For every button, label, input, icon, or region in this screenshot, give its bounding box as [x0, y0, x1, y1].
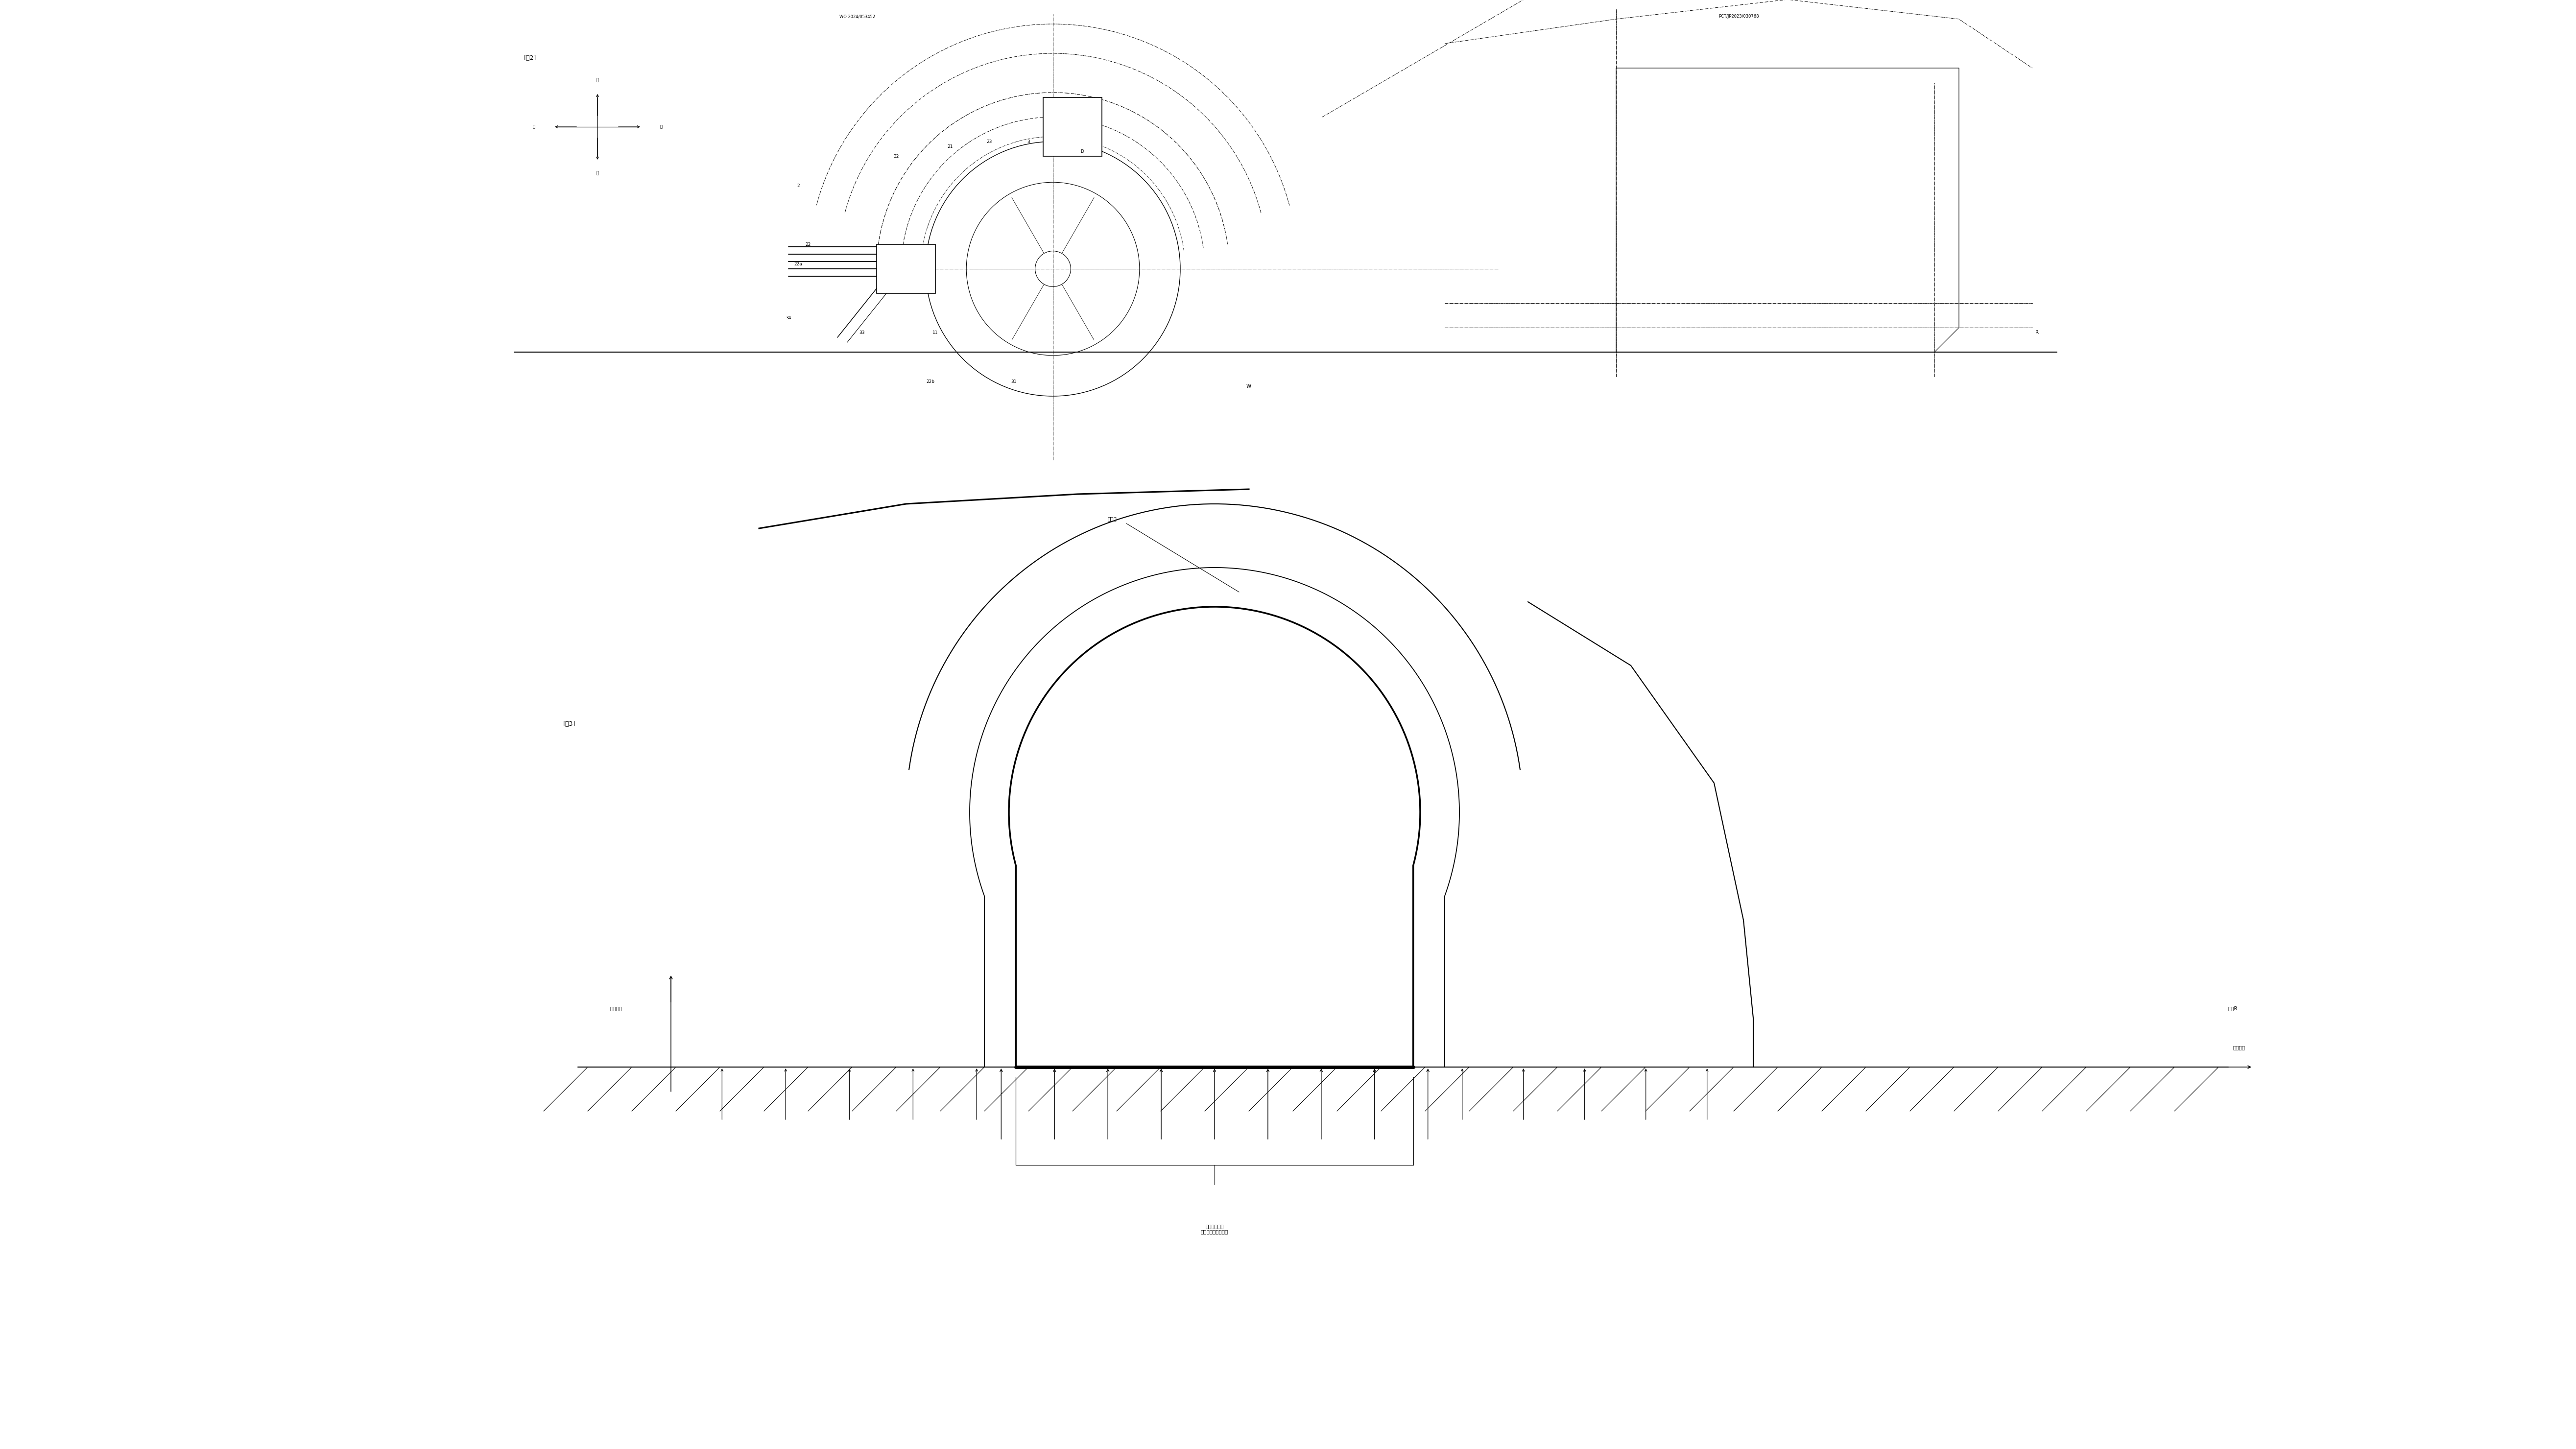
Text: 33: 33 [860, 330, 866, 335]
Text: D: D [1079, 149, 1084, 154]
Bar [876, 245, 935, 293]
Text: 22: 22 [806, 242, 811, 246]
Text: [図3]: [図3] [564, 722, 574, 727]
Text: 上: 上 [595, 78, 598, 83]
Text: WO 2024/053452: WO 2024/053452 [840, 14, 876, 19]
Text: 下: 下 [595, 171, 598, 175]
Text: タイヤ: タイヤ [1108, 516, 1115, 522]
Text: 31: 31 [1010, 380, 1018, 384]
Text: PCT/JP2023/030768: PCT/JP2023/030768 [1718, 14, 1759, 19]
Text: 予見位置: 予見位置 [2233, 1045, 2246, 1051]
Text: [図2]: [図2] [523, 55, 536, 61]
Text: 2: 2 [796, 184, 799, 188]
Text: 路面変位: 路面変位 [611, 1006, 621, 1011]
Text: W: W [1247, 384, 1252, 388]
Text: 21: 21 [948, 145, 953, 149]
Text: R: R [2035, 330, 2040, 335]
Text: タイヤ接地面
（タイヤ接地長さ）: タイヤ接地面 （タイヤ接地長さ） [1200, 1224, 1229, 1235]
Text: 22b: 22b [927, 380, 935, 384]
Text: 3: 3 [1028, 139, 1030, 143]
Bar [1043, 97, 1103, 156]
Text: 路面R: 路面R [2228, 1006, 2239, 1011]
Text: 11: 11 [933, 330, 938, 335]
Text: 23: 23 [987, 139, 992, 143]
Text: 32: 32 [894, 154, 899, 158]
Text: 22a: 22a [793, 262, 801, 267]
Text: 34: 34 [786, 316, 791, 320]
